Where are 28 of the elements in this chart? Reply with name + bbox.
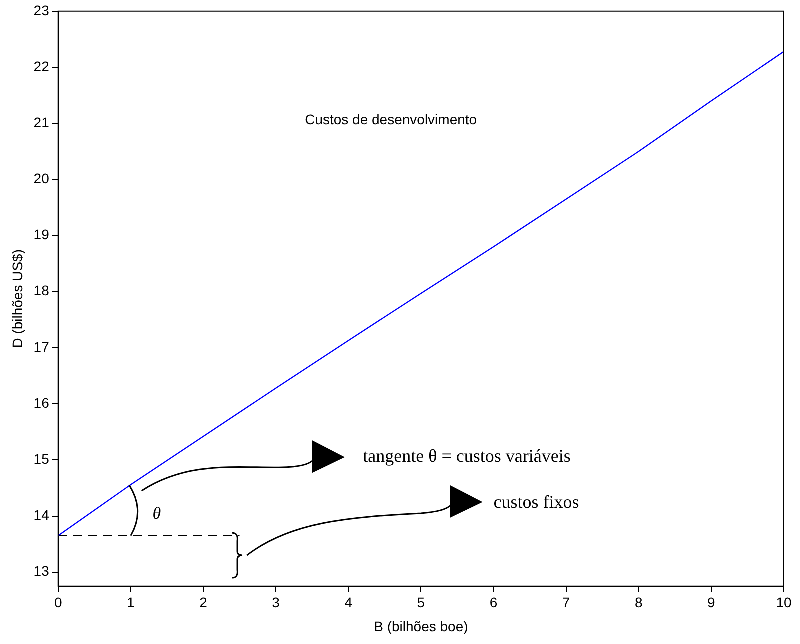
x-tick-label: 2 [200,594,208,611]
x-axis-title: B (bilhões boe) [374,618,468,634]
y-tick-label: 13 [34,563,50,580]
x-tick-label: 5 [417,594,426,611]
x-tick-label: 0 [54,594,62,611]
y-axis-title: D (bilhões US$) [9,249,26,348]
y-tick-label: 19 [34,226,50,243]
y-tick-label: 22 [34,58,50,74]
x-tick-label: 1 [127,594,136,611]
annotation: tangente θ = custos variáveis [363,446,571,466]
x-tick-label: 10 [776,594,792,611]
y-tick-label: 23 [34,2,50,18]
x-tick-label: 9 [708,594,716,611]
x-tick-label: 8 [634,594,643,611]
annotation: θ [152,504,162,523]
y-tick-label: 16 [34,394,50,411]
annotation: Custos de desenvolvimento [305,112,478,128]
y-tick-label: 17 [34,338,50,355]
x-tick-label: 7 [562,594,570,611]
y-tick-label: 18 [34,282,50,299]
y-tick-label: 14 [34,507,50,524]
y-tick-label: 15 [34,451,50,468]
annotation: custos fixos [494,492,580,512]
x-tick-label: 3 [272,594,280,611]
y-tick-label: 21 [34,114,50,130]
x-tick-label: 4 [344,594,353,611]
x-tick-label: 6 [490,594,498,611]
y-tick-label: 20 [34,170,50,187]
